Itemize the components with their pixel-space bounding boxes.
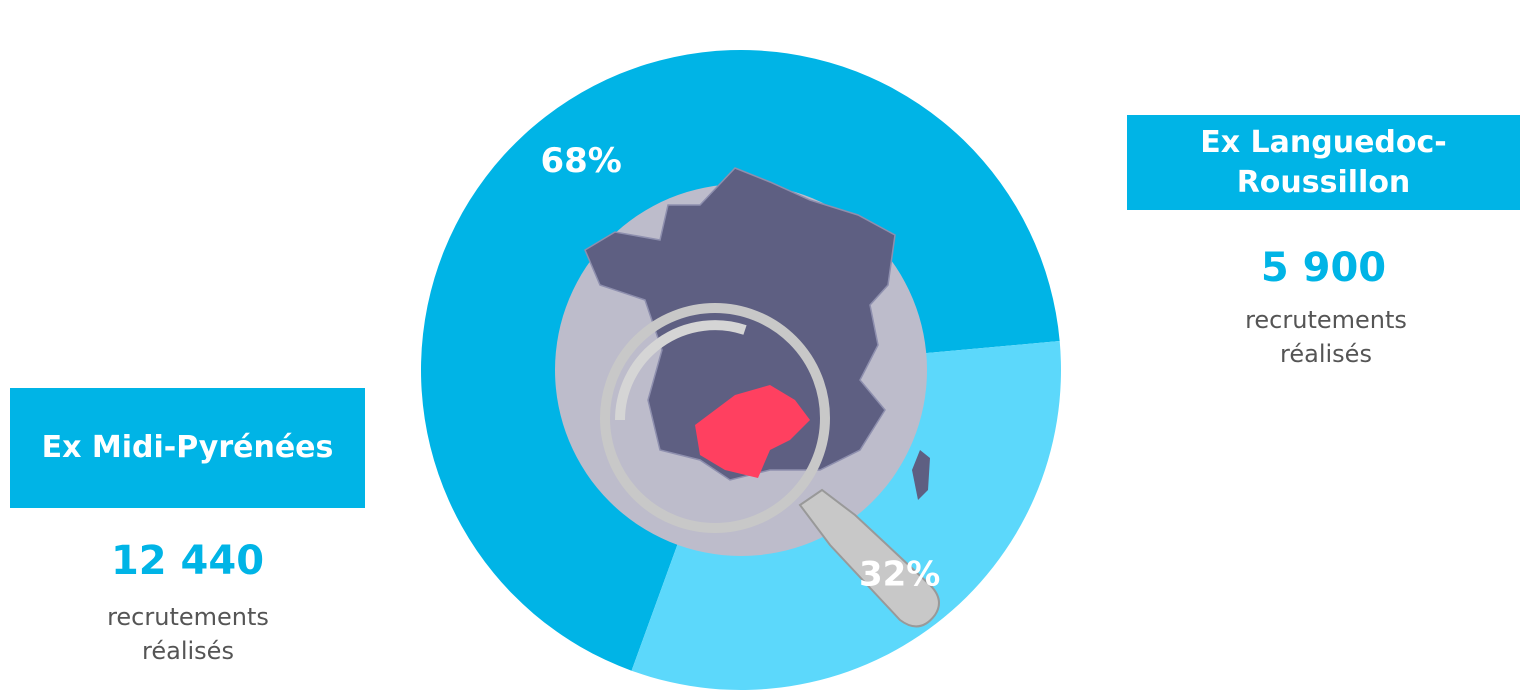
donut-segment xyxy=(421,49,1060,671)
caption: recrutements réalisés xyxy=(107,603,269,665)
map xyxy=(584,167,940,628)
magnifier-shine xyxy=(615,320,747,421)
magnifier-handle xyxy=(798,488,940,628)
value-label: 68% xyxy=(540,141,621,181)
recruitment-count: 5 900 xyxy=(1260,245,1387,291)
donut-segment xyxy=(631,340,1061,691)
category-box: Ex Languedoc-Roussillon xyxy=(1127,115,1520,210)
corsica xyxy=(912,450,930,500)
category-box: Ex Midi-Pyrénées xyxy=(10,388,365,508)
caption: recrutements réalisés xyxy=(1245,306,1407,368)
magnifier-ring xyxy=(600,303,830,533)
value-label: 32% xyxy=(859,554,940,594)
occitanie xyxy=(695,385,810,478)
recruitment-count: 12 440 xyxy=(110,538,265,584)
